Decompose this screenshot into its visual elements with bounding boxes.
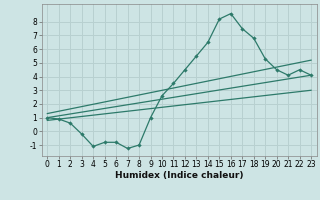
- X-axis label: Humidex (Indice chaleur): Humidex (Indice chaleur): [115, 171, 244, 180]
